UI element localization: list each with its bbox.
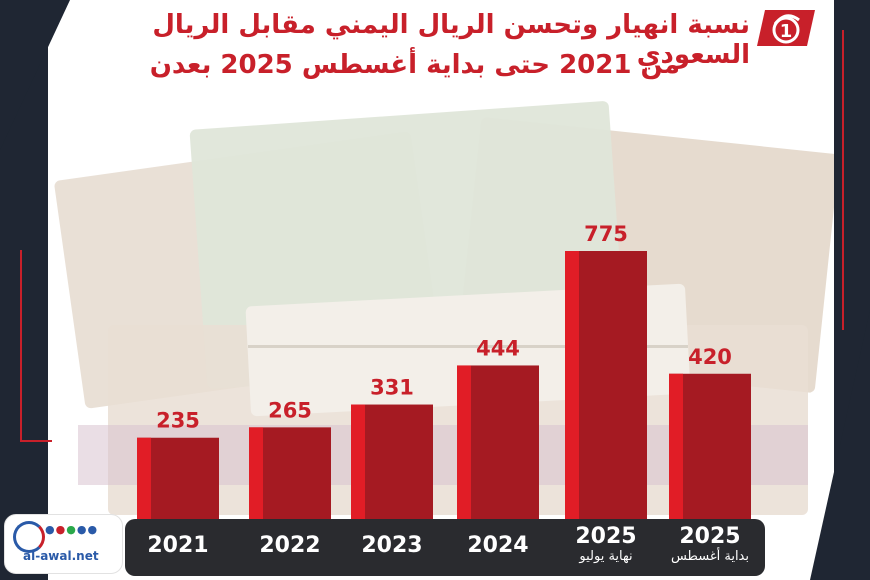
category-year: 2024 bbox=[467, 533, 529, 558]
category-label: 2022 bbox=[240, 519, 340, 558]
category-year: 2025 bbox=[575, 524, 637, 549]
site-logo-icon bbox=[13, 521, 45, 553]
category-label: 2024 bbox=[448, 519, 548, 558]
category-year: 2025 bbox=[679, 524, 741, 549]
bar-highlight bbox=[351, 404, 365, 519]
category-axis-bar bbox=[125, 519, 765, 576]
bar-value-label: 420 bbox=[688, 345, 732, 369]
right-red-frame bbox=[842, 30, 844, 330]
bar-2: 331 bbox=[351, 376, 433, 519]
category-year: 2023 bbox=[361, 533, 423, 558]
category-label: 2025 نهاية يوليو bbox=[556, 519, 656, 565]
bar-value-label: 235 bbox=[156, 409, 200, 433]
category-label: 2021 bbox=[128, 519, 228, 558]
category-sublabel: بداية أغسطس bbox=[670, 549, 750, 564]
bar-value-label: 444 bbox=[476, 336, 520, 360]
chart-title-line-1: نسبة انهيار وتحسن الريال اليمني مقابل ال… bbox=[152, 10, 750, 70]
bar-0: 235 bbox=[137, 409, 219, 519]
category-label: 2025 بداية أغسطس bbox=[660, 519, 760, 565]
bar-highlight bbox=[669, 373, 683, 519]
social-icons: ●●●●● bbox=[45, 523, 99, 536]
bar-value-label: 265 bbox=[268, 398, 312, 422]
bar-5: 420 bbox=[669, 345, 751, 519]
bar-value-label: 331 bbox=[370, 376, 414, 400]
left-red-frame bbox=[20, 250, 52, 442]
site-url: al-awal.net bbox=[23, 549, 99, 563]
bar-3: 444 bbox=[457, 336, 539, 519]
bar-highlight bbox=[249, 427, 263, 519]
bar-highlight bbox=[457, 365, 471, 519]
al-awal-logo-icon: 1 bbox=[757, 10, 815, 46]
bar-value-label: 775 bbox=[584, 222, 628, 246]
category-sublabel: نهاية يوليو bbox=[579, 549, 633, 564]
svg-text:1: 1 bbox=[780, 21, 793, 42]
chart-title-line-2: من 2021 حتى بداية أغسطس 2025 بعدن bbox=[149, 50, 680, 80]
bar-highlight bbox=[565, 251, 579, 519]
category-label: 2023 bbox=[342, 519, 442, 558]
category-year: 2022 bbox=[259, 533, 321, 558]
site-logo: ●●●●● al-awal.net bbox=[4, 514, 123, 574]
bar-1: 265 bbox=[249, 398, 331, 519]
right-side-panel bbox=[810, 0, 870, 580]
left-side-panel bbox=[0, 0, 70, 580]
bar-4: 775 bbox=[565, 222, 647, 519]
category-year: 2021 bbox=[147, 533, 209, 558]
bar-highlight bbox=[137, 437, 151, 519]
